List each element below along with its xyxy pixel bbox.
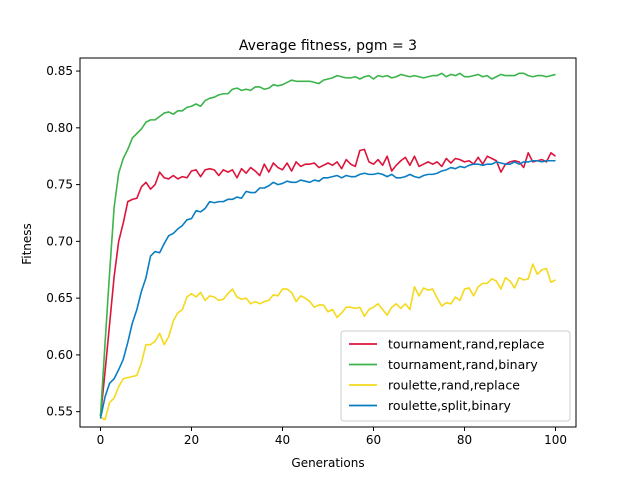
x-tick-label: 40	[275, 433, 290, 447]
chart-title: Average fitness, pgm = 3	[239, 38, 417, 54]
axes-layer: 0 20 40 60 80 100 0.55 0.60 0.65 0.70 0.75 0.80 0.85	[46, 64, 567, 447]
legend-box	[340, 330, 571, 422]
series-line-tournament-rand-replace	[99, 148, 556, 417]
legend-label-roulette-rand-replace: roulette,rand,replace	[388, 378, 520, 393]
series-line-roulette-split-binary	[99, 159, 556, 419]
x-tick-label: 100	[544, 433, 567, 447]
y-axis-label: Fitness	[20, 223, 34, 265]
x-tick-label: 60	[366, 433, 381, 447]
series-line-roulette-rand-replace	[100, 263, 556, 421]
legend-label-tournament-rand-binary: tournament,rand,binary	[388, 357, 538, 372]
legend: tournament,rand,replace tournament,rand,b…	[340, 330, 571, 422]
x-tick-label: 0	[97, 433, 105, 447]
y-tick-label: 0.65	[46, 291, 73, 305]
series-line-tournament-rand-binary	[99, 72, 556, 417]
x-tick-label: 80	[457, 433, 472, 447]
y-tick-label: 0.85	[46, 64, 73, 78]
x-axis-label: Generations	[291, 456, 364, 470]
y-tick-label: 0.55	[46, 405, 73, 419]
y-tick-label: 0.75	[46, 178, 73, 192]
x-tick-label: 20	[184, 433, 199, 447]
series-layer	[99, 72, 556, 421]
legend-label-tournament-rand-replace: tournament,rand,replace	[388, 337, 545, 352]
plot-frame	[79, 57, 577, 428]
y-tick-label: 0.60	[46, 348, 73, 362]
y-tick-label: 0.70	[46, 234, 73, 248]
y-tick-label: 0.80	[46, 121, 73, 135]
legend-label-roulette-split-binary: roulette,split,binary	[388, 398, 511, 413]
